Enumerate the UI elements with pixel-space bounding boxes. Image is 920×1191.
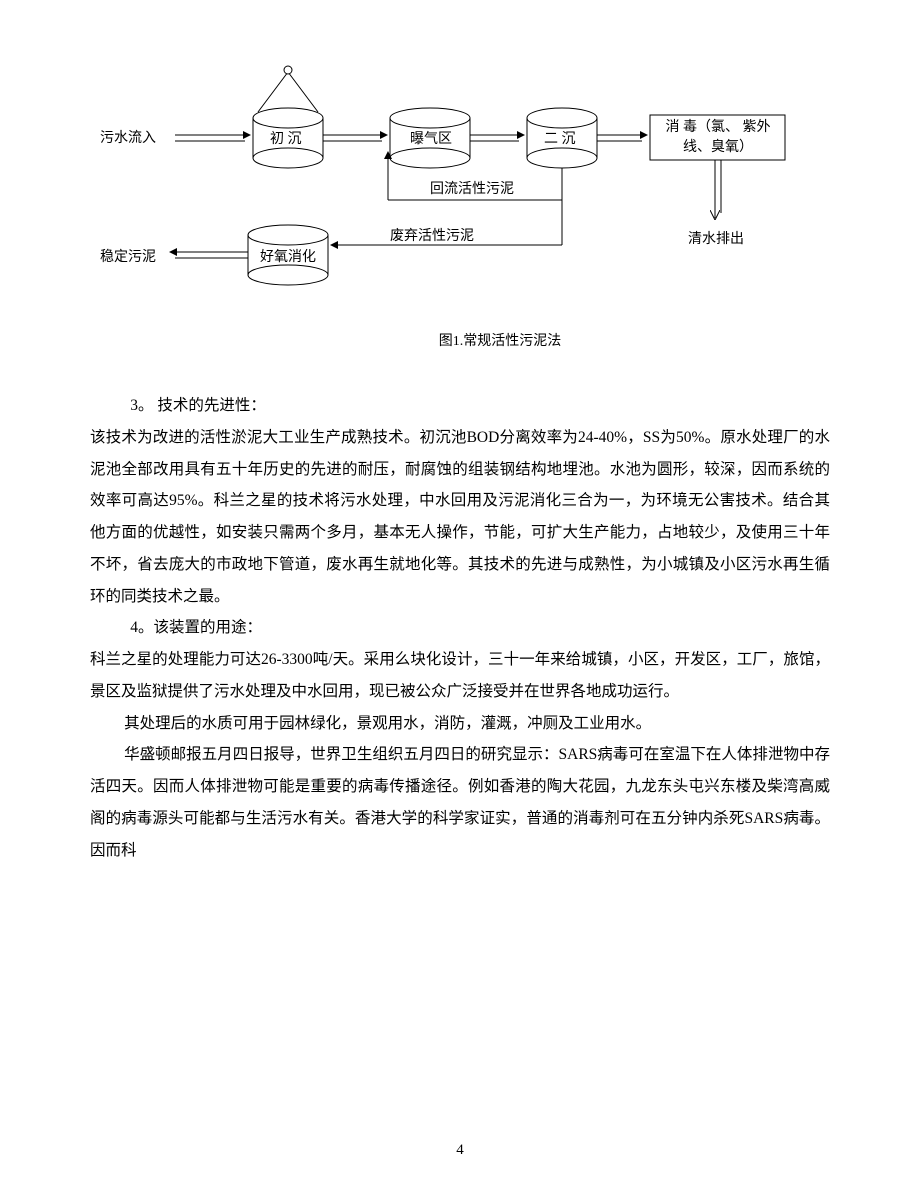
section4-p3: 华盛顿邮报五月四日报导，世界卫生组织五月四日的研究显示：SARS病毒可在室温下在… [90, 739, 830, 866]
label-outflow: 清水排出 [688, 228, 744, 248]
section3-body: 该技术为改进的活性淤泥大工业生产成熟技术。初沉池BOD分离效率为24-40%，S… [90, 422, 830, 613]
figure-caption: 图1.常规活性污泥法 [170, 330, 830, 350]
body-text: 3。 技术的先进性： 该技术为改进的活性淤泥大工业生产成熟技术。初沉池BOD分离… [90, 390, 830, 866]
label-aeration: 曝气区 [410, 128, 452, 148]
flowchart-diagram: 污水流入 初 沉 曝气区 二 沉 消 毒（氯、 紫外线、臭氧） 好氧消化 稳定污… [90, 60, 830, 320]
section3-title: 3。 技术的先进性： [90, 390, 830, 422]
node-primary [253, 66, 323, 168]
label-secondary: 二 沉 [544, 128, 576, 148]
label-digest: 好氧消化 [260, 246, 316, 266]
section4-title: 4。该装置的用途： [90, 612, 830, 644]
label-return-sludge: 回流活性污泥 [430, 178, 514, 198]
label-primary: 初 沉 [270, 128, 302, 148]
label-waste-sludge: 废弃活性污泥 [390, 225, 474, 245]
section4-p1: 科兰之星的处理能力可达26-3300吨/天。采用么块化设计，三十一年来给城镇，小… [90, 644, 830, 708]
label-stable: 稳定污泥 [100, 246, 156, 266]
label-inflow: 污水流入 [100, 127, 156, 147]
section4-p2: 其处理后的水质可用于园林绿化，景观用水，消防，灌溉，冲厕及工业用水。 [90, 708, 830, 740]
label-disinfect: 消 毒（氯、 紫外线、臭氧） [658, 118, 778, 157]
page-number: 4 [0, 1142, 920, 1159]
